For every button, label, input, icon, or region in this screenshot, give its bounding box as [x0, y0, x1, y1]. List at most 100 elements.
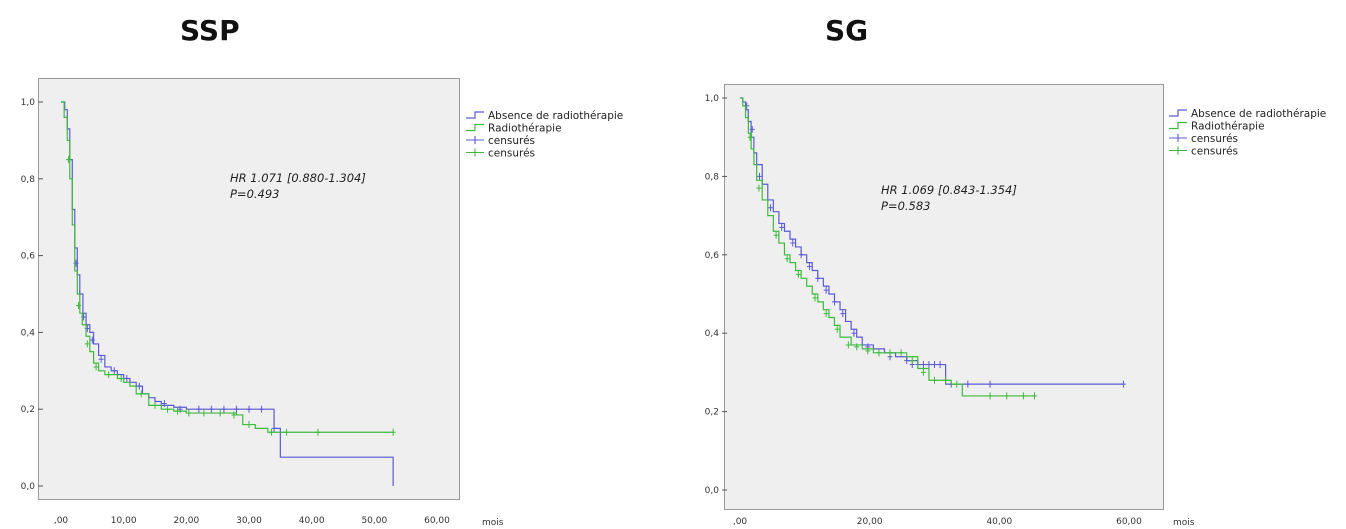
legend-label: censurés	[1191, 133, 1238, 145]
censored-mark-absence	[779, 223, 785, 231]
legend-label: censurés	[488, 135, 535, 147]
censored-mark-absence	[823, 286, 829, 294]
censored-mark-radio	[823, 310, 829, 318]
legend-swatch-radio	[1169, 121, 1187, 130]
y-tick-label: 0,2	[705, 408, 719, 418]
x-tick-label: 60,00	[424, 516, 450, 526]
hazard-ratio-text: HR 1.071 [0.880-1.304]	[230, 171, 366, 185]
censored-mark-radio	[201, 409, 207, 417]
x-tick-label: ,00	[733, 517, 748, 527]
censored-mark-absence	[790, 239, 796, 247]
km-curve-radio	[61, 101, 394, 433]
legend-label: censurés	[488, 148, 535, 160]
y-tick-label: 0,0	[21, 482, 36, 492]
legend-swatch-censored	[1169, 134, 1187, 142]
censored-mark-radio	[175, 407, 181, 415]
censored-mark-radio	[390, 428, 396, 436]
p-value-text: P=0.583	[881, 199, 931, 213]
censored-mark-radio	[106, 371, 112, 379]
censored-mark-radio	[93, 363, 99, 371]
x-tick-label: 10,00	[111, 516, 137, 526]
censored-mark-radio	[217, 409, 223, 417]
chart-title-ssp: SSP	[180, 14, 240, 47]
y-tick-label: 0,4	[21, 328, 36, 338]
censored-mark-radio	[834, 325, 840, 333]
censored-mark-radio	[138, 390, 144, 398]
censored-mark-absence	[136, 382, 142, 390]
censored-mark-absence	[987, 380, 993, 388]
censored-mark-radio	[284, 428, 290, 436]
censored-mark-absence	[965, 380, 971, 388]
legend-swatch-absence	[466, 111, 484, 119]
hazard-ratio-text: HR 1.069 [0.843-1.354]	[881, 183, 1017, 197]
censored-mark-absence	[233, 405, 239, 413]
censored-mark-radio	[165, 405, 171, 413]
x-axis-unit: mois	[482, 518, 504, 528]
chart-panel-ssp: SSP 0,0 0,2 0,4 0,6 0,8 1,0 ,00 10,00 20,00 30,00…	[21, 14, 624, 528]
censored-mark-absence	[161, 399, 167, 407]
km-curve-radio	[740, 97, 1035, 397]
censored-mark-absence	[768, 204, 774, 212]
censored-mark-radio	[920, 368, 926, 376]
censored-mark-radio	[987, 392, 993, 400]
censored-mark-absence	[831, 298, 837, 306]
censored-mark-radio	[812, 294, 818, 302]
censored-mark-radio	[186, 409, 192, 417]
censored-mark-radio	[747, 133, 753, 141]
censored-mark-absence	[98, 355, 104, 363]
censored-mark-radio	[887, 349, 893, 357]
censored-mark-absence	[798, 251, 804, 259]
x-tick-label: 20,00	[173, 516, 199, 526]
censored-mark-absence	[806, 263, 812, 271]
km-curve-absence	[740, 97, 1124, 385]
x-tick-label: 30,00	[236, 516, 262, 526]
censored-mark-absence	[246, 405, 252, 413]
censored-mark-radio	[118, 374, 124, 382]
legend-label: Absence de radiothérapie	[1191, 108, 1326, 120]
y-tick-label: 0,2	[21, 405, 35, 415]
legend-label: censurés	[1191, 146, 1238, 158]
censored-mark-radio	[1020, 392, 1026, 400]
chart-panel-sg: SG 0,0 0,2 0,4 0,6 0,8 1,0 ,00 20,00 40,00 60,00 m…	[673, 0, 1346, 529]
y-tick-label: 0,8	[21, 175, 36, 185]
censored-mark-radio	[84, 340, 90, 348]
y-tick-label: 0,6	[21, 252, 36, 262]
censored-mark-absence	[196, 405, 202, 413]
censored-mark-absence	[920, 361, 926, 369]
x-tick-label: 50,00	[361, 516, 387, 526]
legend-swatch-censored	[1169, 146, 1187, 155]
censored-mark-radio	[943, 376, 949, 384]
legend-swatch-absence	[1169, 109, 1187, 117]
y-tick-label: 1,0	[705, 94, 720, 104]
censored-mark-absence	[926, 361, 932, 369]
chart-title-sg: SG	[825, 14, 869, 47]
censored-mark-radio	[315, 428, 321, 436]
censored-mark-radio	[152, 401, 158, 409]
censored-mark-absence	[749, 125, 755, 133]
censored-mark-absence	[932, 361, 937, 369]
censored-mark-absence	[840, 310, 846, 318]
censored-mark-radio	[865, 347, 871, 355]
censored-mark-absence	[259, 405, 265, 413]
censored-mark-radio	[66, 156, 72, 164]
censored-mark-radio	[231, 411, 237, 419]
censored-mark-radio	[909, 357, 915, 365]
legend-label: Absence de radiothérapie	[488, 110, 623, 122]
legend-swatch-censored	[466, 148, 484, 157]
x-tick-label: 20,00	[857, 517, 883, 527]
x-axis-unit: mois	[1173, 518, 1195, 528]
censored-mark-radio	[1032, 392, 1038, 400]
censored-mark-radio	[269, 428, 275, 436]
censored-mark-radio	[954, 380, 960, 388]
censored-mark-absence	[756, 172, 762, 180]
y-tick-label: 1,0	[21, 98, 36, 108]
chart-svg-ssp: 0,0 0,2 0,4 0,6 0,8 1,0 ,00 10,00 20,00 30,00 40,0…	[21, 98, 624, 528]
x-tick-label: 40,00	[986, 517, 1012, 527]
censored-mark-absence	[124, 374, 130, 382]
chart-svg-sg: 0,0 0,2 0,4 0,6 0,8 1,0 ,00 20,00 40,00 60,00 mois…	[705, 94, 1327, 528]
censored-mark-radio	[1004, 392, 1010, 400]
plot-area-ssp	[38, 78, 460, 500]
plot-area-sg	[724, 84, 1164, 510]
legend-swatch-censored	[466, 136, 484, 144]
censored-mark-absence	[851, 329, 857, 337]
